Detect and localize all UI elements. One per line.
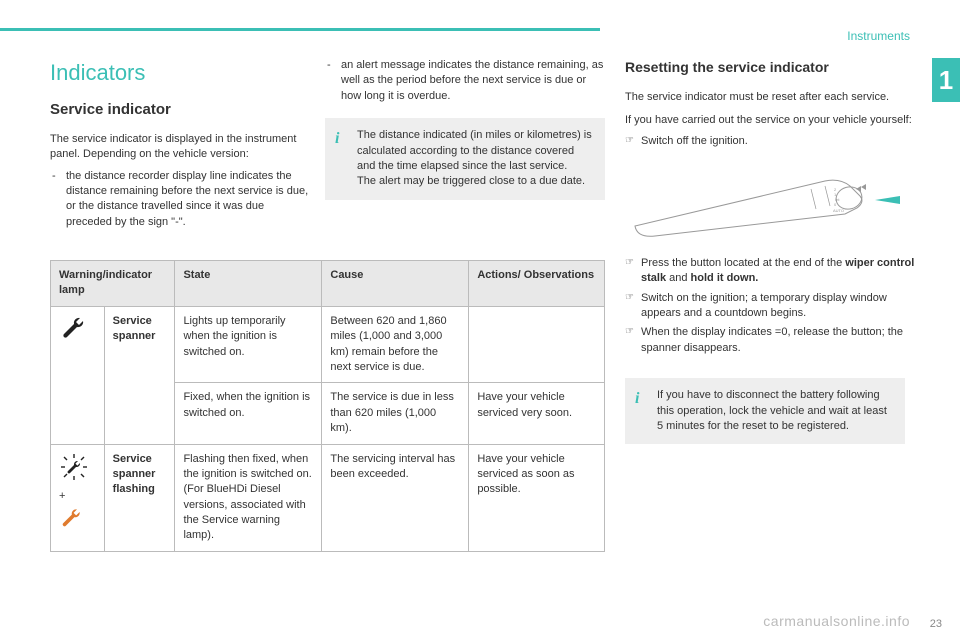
table-row: + Service spanner flashing Flashing then… [51, 444, 605, 551]
intro-list: the distance recorder display line indic… [50, 169, 310, 231]
th-actions: Actions/ Observations [469, 261, 605, 307]
warning-table: Warning/indicator lamp State Cause Actio… [50, 260, 605, 552]
info-text: The alert may be triggered close to a du… [357, 174, 593, 189]
text-bold: Service spanner [113, 315, 156, 342]
cell-actions: Have your vehicle serviced very soon. [469, 383, 605, 444]
th-state: State [175, 261, 322, 307]
list-item: When the display indicates =0, release t… [625, 325, 915, 356]
info-text: If you have to disconnect the battery fo… [657, 388, 893, 434]
page-number: 23 [930, 617, 942, 632]
list-item: the distance recorder display line indic… [50, 169, 310, 231]
table-header-row: Warning/indicator lamp State Cause Actio… [51, 261, 605, 307]
column-right: Resetting the service indicator The serv… [625, 58, 915, 444]
text: and [666, 272, 690, 284]
top-accent-bar [0, 28, 600, 31]
plus-text: + [59, 489, 96, 504]
info-icon: i [635, 388, 649, 402]
svg-text:AUTO: AUTO [833, 208, 844, 213]
cell-actions: Have your vehicle serviced as soon as po… [469, 444, 605, 551]
icon-cell-spanner-flashing: + [51, 444, 105, 551]
lamp-name: Service spanner [104, 306, 175, 444]
text-bold: Service spanner flashing [113, 453, 156, 496]
cell-cause: Between 620 and 1,860 miles (1,000 and 3… [322, 306, 469, 383]
info-box: i The distance indicated (in miles or ki… [325, 118, 605, 200]
steps-list-1: Switch off the ignition. [625, 134, 915, 149]
wiper-stalk-illustration: 2 1 Int 0 AUTO [625, 156, 905, 246]
spanner-icon [59, 506, 83, 530]
cell-cause: The servicing interval has been exceeded… [322, 444, 469, 551]
spanner-flash-icon [59, 452, 89, 482]
cell-state: Fixed, when the ignition is switched on. [175, 383, 322, 444]
list-item: Switch off the ignition. [625, 134, 915, 149]
column-left: Indicators Service indicator The service… [50, 58, 310, 234]
th-lamp: Warning/indicator lamp [51, 261, 175, 307]
watermark: carmanualsonline.info [763, 612, 910, 632]
icon-cell-spanner [51, 306, 105, 444]
th-cause: Cause [322, 261, 469, 307]
cell-state: Flashing then fixed, when the ignition i… [175, 444, 322, 551]
info-box: i If you have to disconnect the battery … [625, 378, 905, 444]
column-middle: an alert message indicates the distance … [325, 58, 605, 200]
right-title: Resetting the service indicator [625, 58, 915, 78]
cell-cause: The service is due in less than 620 mile… [322, 383, 469, 444]
breadcrumb: Instruments [847, 28, 910, 45]
chapter-tab: 1 [932, 58, 960, 102]
intro-text: The service indicator is displayed in th… [50, 132, 310, 163]
warning-table-wrap: Warning/indicator lamp State Cause Actio… [50, 260, 605, 552]
text-bold: hold it down. [691, 272, 759, 284]
table-row: Service spanner Lights up temporarily wh… [51, 306, 605, 383]
cell-actions [469, 306, 605, 383]
mid-list: an alert message indicates the distance … [325, 58, 605, 104]
spanner-icon [59, 314, 87, 342]
steps-list-2: Press the button located at the end of t… [625, 256, 915, 356]
text: Press the button located at the end of t… [641, 257, 845, 269]
lamp-name: Service spanner flashing [104, 444, 175, 551]
info-text: The distance indicated (in miles or kilo… [357, 128, 593, 174]
page-title: Indicators [50, 58, 310, 89]
right-p2: If you have carried out the service on y… [625, 113, 915, 128]
list-item: an alert message indicates the distance … [325, 58, 605, 104]
cell-state: Lights up temporarily when the ignition … [175, 306, 322, 383]
list-item: Switch on the ignition; a temporary disp… [625, 291, 915, 322]
section-subtitle: Service indicator [50, 99, 310, 120]
right-p1: The service indicator must be reset afte… [625, 90, 915, 105]
list-item: Press the button located at the end of t… [625, 256, 915, 287]
info-icon: i [335, 128, 349, 142]
